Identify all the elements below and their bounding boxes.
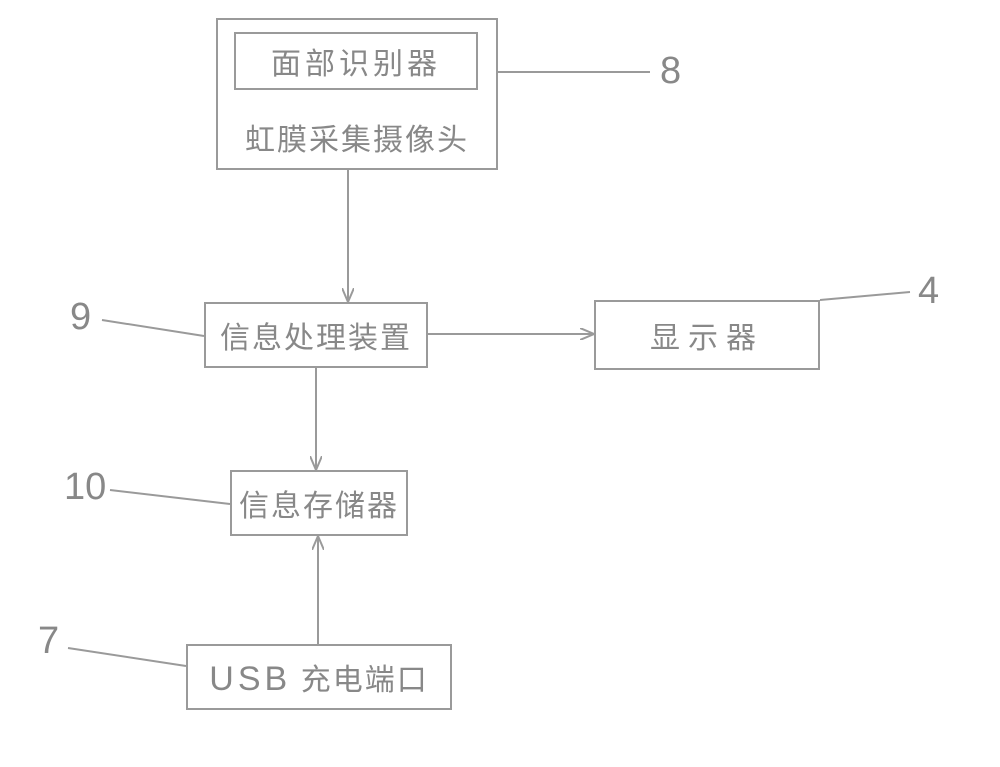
leader-10 (110, 490, 230, 504)
leader-9 (102, 320, 204, 336)
connections-svg (0, 0, 1000, 767)
leader-4 (820, 292, 910, 300)
leader-7 (68, 648, 186, 666)
